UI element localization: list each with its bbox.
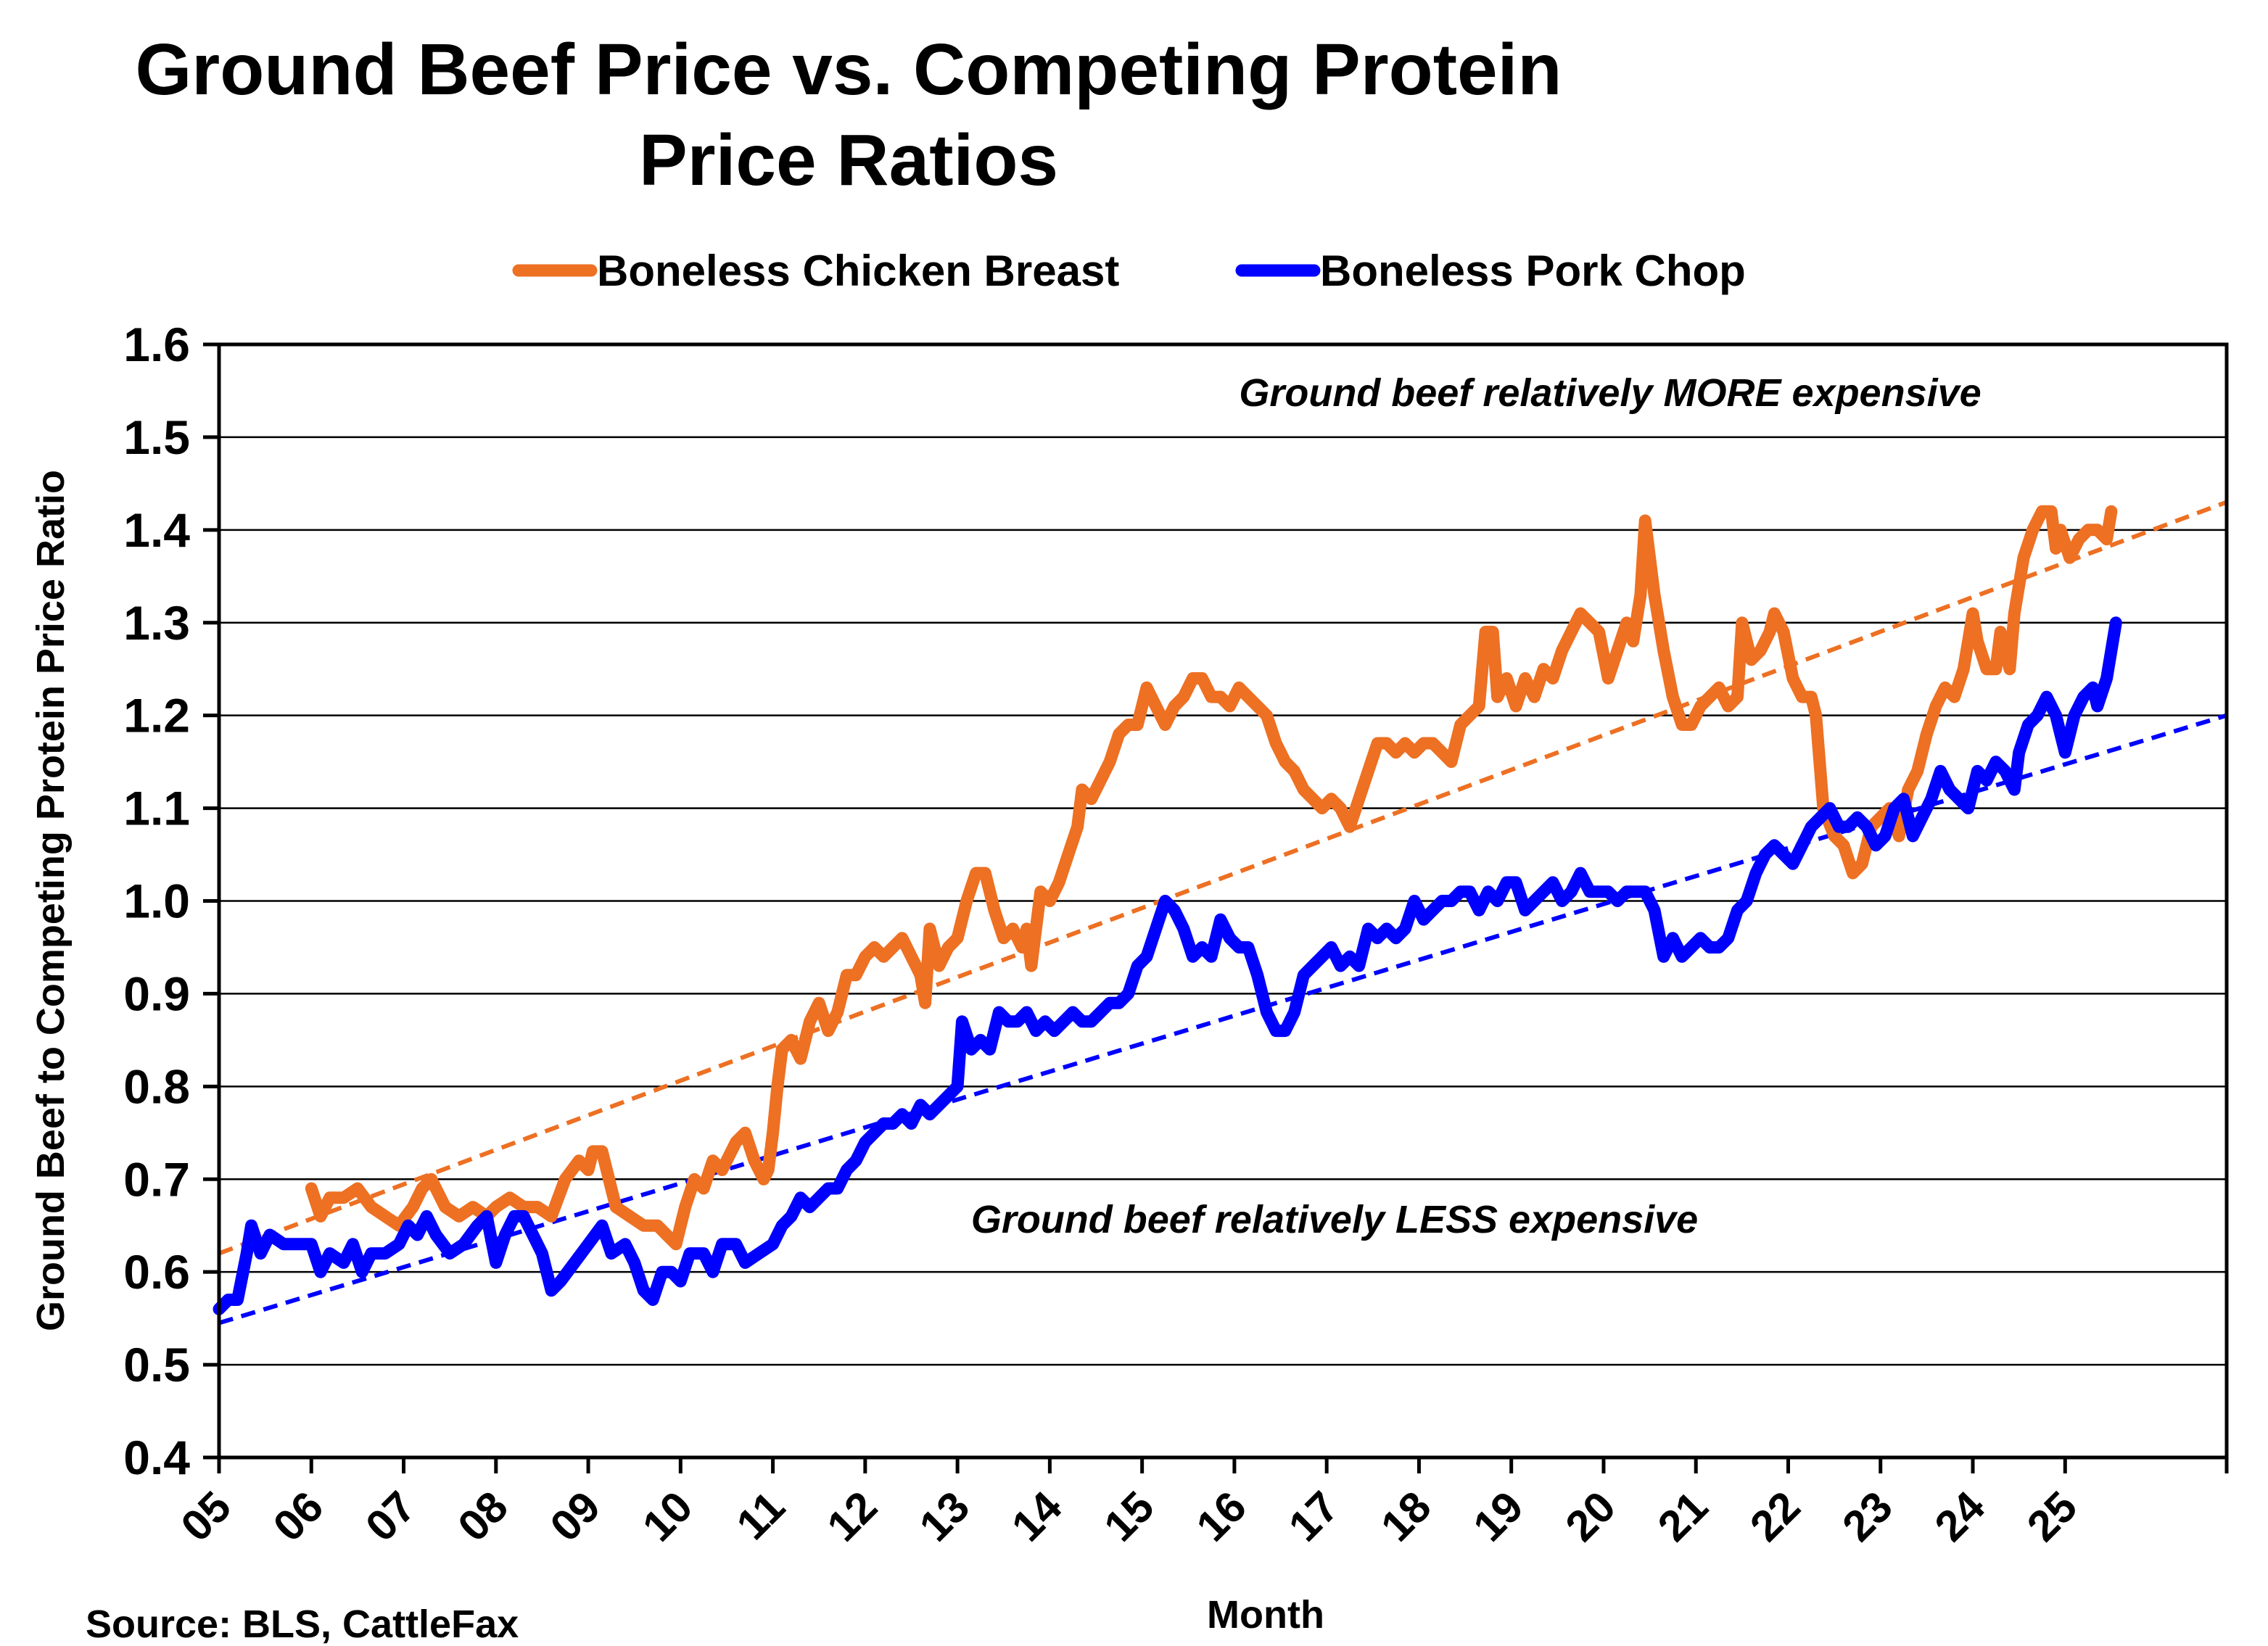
- x-tick-label: 24: [1926, 1481, 1995, 1550]
- x-tick-label: 07: [356, 1482, 425, 1551]
- x-tick-label: 05: [172, 1482, 241, 1551]
- annotation-less-expensive: Ground beef relatively LESS expensive: [971, 1198, 1698, 1241]
- series-line-1: [213, 616, 2122, 1315]
- legend-label-0: Boneless Chicken Breast: [597, 247, 1119, 295]
- x-tick-label: 16: [1187, 1482, 1256, 1551]
- y-tick-label: 1.5: [123, 410, 190, 464]
- x-tick-label: 20: [1556, 1482, 1625, 1551]
- y-tick-label: 0.7: [123, 1152, 190, 1206]
- x-tick-label: 08: [448, 1482, 517, 1551]
- gridlines: [219, 436, 2227, 1366]
- series-lines: [213, 505, 2122, 1315]
- legend: Boneless Chicken Breast Boneless Pork Cho…: [512, 247, 1746, 295]
- y-tick-label: 1.6: [123, 318, 190, 371]
- x-tick-label: 17: [1279, 1482, 1348, 1551]
- source-note: Source: BLS, CattleFax: [86, 1602, 519, 1646]
- y-axis-label: Ground Beef to Competing Protein Price R…: [29, 470, 73, 1331]
- annotation-more-expensive: Ground beef relatively MORE expensive: [1239, 371, 1981, 415]
- x-tick-label: 14: [1002, 1481, 1071, 1550]
- x-tick-label: 12: [817, 1482, 886, 1551]
- x-tick-label: 10: [633, 1482, 702, 1551]
- x-tick-label: 09: [541, 1482, 610, 1551]
- chart-title-line-1: Ground Beef Price vs. Competing Protein: [136, 29, 1562, 110]
- x-tick-label: 25: [2018, 1482, 2087, 1551]
- y-tick-label: 0.8: [123, 1059, 190, 1113]
- y-tick-label: 0.9: [123, 967, 190, 1020]
- x-axis: 05 06 07 08 09 10 11 12 13 14 15 16 17 18 19 20 21 22 23 24…: [172, 1457, 2229, 1551]
- x-tick-label: 06: [264, 1482, 333, 1551]
- x-axis-label: Month: [1207, 1593, 1324, 1637]
- x-tick-label: 15: [1094, 1482, 1163, 1551]
- y-tick-label: 0.5: [123, 1338, 190, 1391]
- y-tick-label: 1.3: [123, 596, 190, 650]
- y-tick-label: 0.4: [123, 1431, 190, 1484]
- trend-line-0: [218, 500, 2228, 1256]
- chart-title-line-2: Price Ratios: [639, 120, 1058, 201]
- y-tick-label: 1.1: [123, 782, 190, 835]
- x-tick-label: 22: [1741, 1482, 1810, 1551]
- y-tick-label: 1.4: [123, 503, 190, 557]
- x-tick-label: 19: [1464, 1482, 1533, 1551]
- y-axis: 0.4 0.5 0.6 0.7 0.8 0.9 1.0 1.1 1.2 1.3 1.4 1.5 1.6: [123, 318, 219, 1484]
- legend-label-1: Boneless Pork Chop: [1320, 247, 1746, 295]
- x-tick-label: 11: [727, 1482, 794, 1549]
- series-line-0: [305, 505, 2118, 1251]
- x-tick-label: 23: [1833, 1482, 1902, 1551]
- y-tick-label: 1.2: [123, 689, 190, 743]
- x-tick-label: 13: [910, 1482, 979, 1551]
- x-tick-label: 18: [1372, 1482, 1440, 1551]
- y-tick-label: 0.6: [123, 1245, 190, 1299]
- y-tick-label: 1.0: [123, 874, 190, 928]
- x-tick-label: 21: [1649, 1482, 1718, 1551]
